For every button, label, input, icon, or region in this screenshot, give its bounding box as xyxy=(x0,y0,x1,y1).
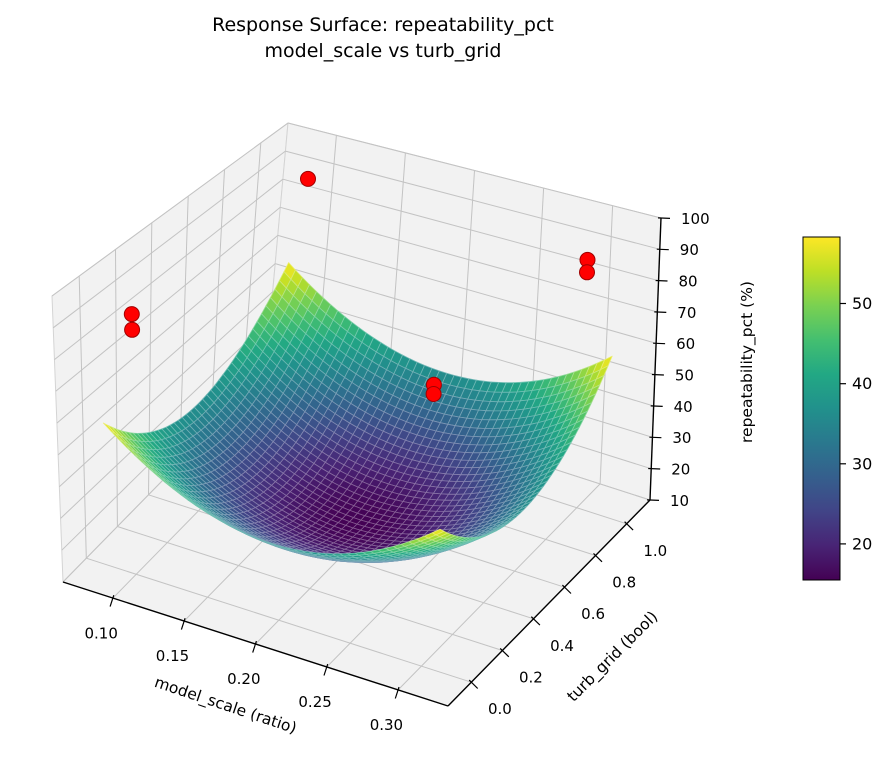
grid-line xyxy=(60,319,271,519)
x-axis-tick xyxy=(180,618,186,630)
y-axis-tick xyxy=(499,647,510,658)
plot3d-layer: 0.10 0.15 0.20 0.25 0.30 0.0 0.2 0.4 0.6 0.8 1.0 10… xyxy=(51,122,710,734)
grid-line xyxy=(57,263,276,456)
z-tick-label: 10 xyxy=(670,492,689,510)
z-tick-label: 90 xyxy=(680,241,699,259)
x-tick-label: 0.10 xyxy=(84,624,117,642)
y-axis-tick xyxy=(561,584,572,594)
scatter-points xyxy=(123,170,596,402)
x-tick-label: 0.20 xyxy=(227,670,260,688)
x-tick-label: 0.15 xyxy=(156,647,189,665)
surface-quad xyxy=(431,528,445,536)
z-axis-tick xyxy=(656,248,669,251)
chart-title-line2: model_scale vs turb_grid xyxy=(265,40,502,62)
grid-line xyxy=(55,206,281,392)
z-axis-tick xyxy=(648,467,661,470)
y-tick-label: 0.2 xyxy=(519,669,543,687)
z-tick-label: 100 xyxy=(681,210,710,228)
x-axis-tick xyxy=(109,595,115,607)
z-axis-tick xyxy=(650,405,663,407)
colorbar-tick-label: 20 xyxy=(852,534,872,553)
grid-line xyxy=(115,249,118,527)
x-axis-label: model_scale (ratio) xyxy=(152,673,299,738)
grid-line xyxy=(397,483,601,691)
scatter-point xyxy=(579,264,595,281)
colorbar-tick-label: 50 xyxy=(852,294,872,313)
grid-line xyxy=(275,263,656,376)
z-axis-tick xyxy=(654,311,667,313)
z-tick-label: 60 xyxy=(676,335,695,353)
y-tick-label: 0.6 xyxy=(581,605,605,623)
z-axis-tick xyxy=(653,342,666,345)
z-axis-tick xyxy=(651,373,664,376)
z-tick-label: 30 xyxy=(672,429,691,447)
grid-line xyxy=(117,526,503,651)
x-axis-tick xyxy=(394,686,400,699)
x-tick-label: 0.30 xyxy=(370,716,403,734)
scatter-point xyxy=(123,306,140,323)
grid-line xyxy=(280,206,658,313)
scatter-point xyxy=(425,386,442,402)
y-axis-line xyxy=(447,499,651,707)
y-tick-label: 0.8 xyxy=(612,574,636,592)
grid-line xyxy=(78,275,87,559)
colorbar-bar xyxy=(802,236,841,581)
scatter-point xyxy=(300,170,316,187)
y-tick-label: 0.4 xyxy=(550,637,574,655)
grid-line xyxy=(285,150,660,250)
grid-line xyxy=(599,205,614,484)
grid-line xyxy=(287,122,662,219)
scatter-point xyxy=(124,321,141,338)
x-tick-label: 0.25 xyxy=(298,693,331,711)
grid-line xyxy=(58,291,274,488)
y-axis-tick xyxy=(593,552,603,563)
z-axis-tick xyxy=(657,217,671,219)
z-axis-tick xyxy=(649,436,662,439)
grid-line xyxy=(282,178,659,282)
z-axis-label: repeatability_pct (%) xyxy=(738,281,757,443)
z-axis-tick xyxy=(646,499,660,501)
y-tick-label: 1.0 xyxy=(643,542,667,560)
grid-line xyxy=(52,150,286,329)
z-tick-label: 70 xyxy=(677,304,696,322)
x-axis-tick xyxy=(252,640,257,653)
surface-mesh xyxy=(102,262,613,563)
x-axis-tick xyxy=(323,663,329,676)
y-tick-label: 0.0 xyxy=(488,700,512,718)
y-axis-tick xyxy=(530,616,541,626)
grid-line xyxy=(86,557,472,683)
z-axis-tick xyxy=(655,279,668,282)
z-tick-label: 40 xyxy=(674,398,693,416)
grid-line xyxy=(54,178,284,360)
grid-line xyxy=(56,235,279,424)
z-tick-label: 20 xyxy=(671,460,690,478)
chart-title-line1: Response Surface: repeatability_pct xyxy=(212,14,554,36)
grid-line xyxy=(51,122,289,297)
colorbar-tick-label: 40 xyxy=(852,374,872,393)
y-axis-tick xyxy=(468,679,479,689)
colorbar-tick-label: 30 xyxy=(852,454,872,473)
colorbar: 20 30 40 50 xyxy=(802,236,872,581)
z-tick-label: 80 xyxy=(679,272,698,290)
z-axis-line xyxy=(649,217,662,501)
z-tick-label: 50 xyxy=(675,366,694,384)
y-axis-label: turb_grid (bool) xyxy=(564,608,663,707)
y-axis-tick xyxy=(624,521,634,531)
grid-line xyxy=(277,234,657,344)
